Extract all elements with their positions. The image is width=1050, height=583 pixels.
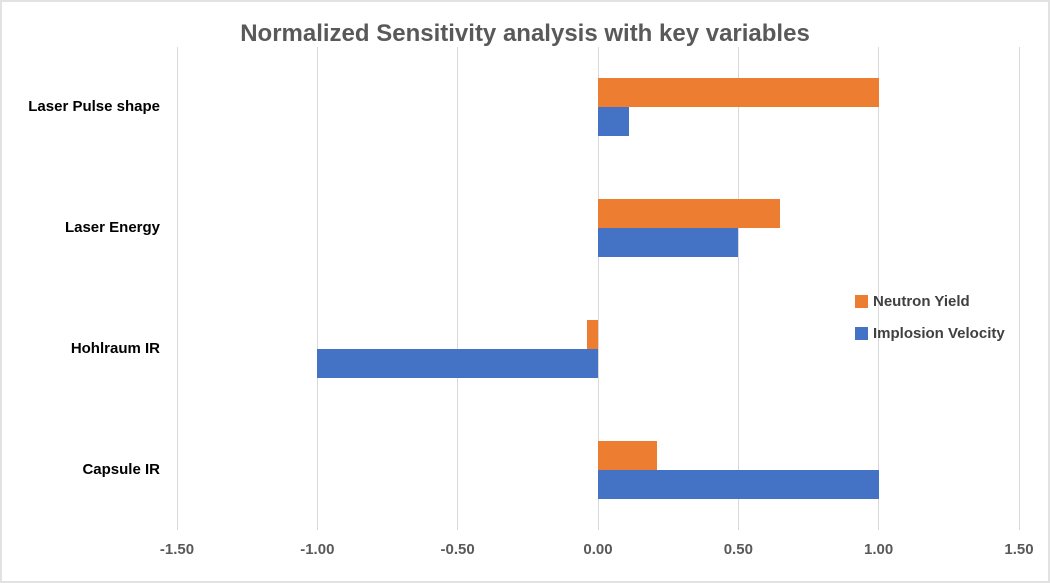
legend-label: Implosion Velocity	[873, 324, 1005, 342]
x-tick-label: 1.50	[1004, 541, 1034, 558]
gridline-x-0.00	[597, 47, 599, 530]
x-tick-label: 1.00	[864, 541, 894, 558]
x-tick-label: -1.00	[300, 541, 335, 558]
bar-implosion-velocity-capsule-ir	[598, 469, 879, 499]
category-label-hohlraum-ir: Hohlraum IR	[70, 339, 160, 357]
category-label-laser-energy: Laser Energy	[64, 219, 160, 237]
gridline-x-1.00	[878, 47, 880, 530]
chart-title: Normalized Sensitivity analysis with key…	[240, 20, 810, 47]
bar-neutron-yield-capsule-ir	[598, 440, 657, 470]
x-tick-label: 0.50	[723, 541, 753, 558]
plot-area	[176, 47, 1020, 530]
gridline-x-0.50	[737, 47, 739, 530]
x-tick-label: 0.00	[583, 541, 613, 558]
category-label-laser-pulse-shape: Laser Pulse shape	[28, 98, 160, 116]
category-label-capsule-ir: Capsule IR	[82, 460, 160, 478]
bar-implosion-velocity-hohlraum-ir	[317, 348, 598, 378]
x-tick-label: -1.50	[159, 541, 195, 558]
bar-implosion-velocity-laser-pulse-shape	[598, 107, 629, 137]
bar-neutron-yield-hohlraum-ir	[586, 319, 598, 349]
legend-item-implosion-velocity: Implosion Velocity	[855, 323, 1005, 343]
legend-item-neutron-yield: Neutron Yield	[855, 291, 1005, 311]
bar-neutron-yield-laser-energy	[598, 199, 781, 229]
legend: Neutron Yield Implosion Velocity	[855, 291, 1005, 355]
gridline-x--0.50	[457, 47, 459, 530]
gridline-x--1.00	[316, 47, 318, 530]
legend-swatch-icon	[855, 294, 868, 308]
legend-label: Neutron Yield	[873, 292, 970, 310]
gridline-x--1.50	[176, 47, 178, 530]
bar-implosion-velocity-laser-energy	[598, 228, 739, 258]
legend-swatch-icon	[855, 326, 868, 340]
bar-neutron-yield-laser-pulse-shape	[598, 78, 879, 108]
x-tick-label: -0.50	[440, 541, 475, 558]
gridline-x-1.50	[1018, 47, 1020, 530]
